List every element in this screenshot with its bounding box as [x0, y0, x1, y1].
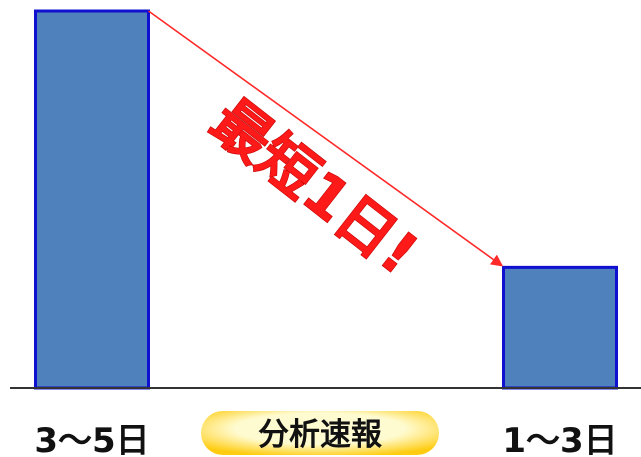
x-tick-label: 3〜5日 — [34, 421, 149, 457]
callout-text: 最短1日! — [199, 86, 431, 288]
decrease-arrow — [148, 10, 504, 267]
bar — [502, 265, 618, 390]
x-tick-label: 1〜3日 — [502, 421, 617, 457]
badge-background — [201, 411, 439, 455]
badge-label: 分析速報 — [258, 417, 383, 453]
bars — [34, 9, 618, 390]
bar — [34, 9, 150, 390]
center-badge: 分析速報 — [201, 411, 439, 455]
callout-annotation: 最短1日! — [198, 85, 431, 288]
